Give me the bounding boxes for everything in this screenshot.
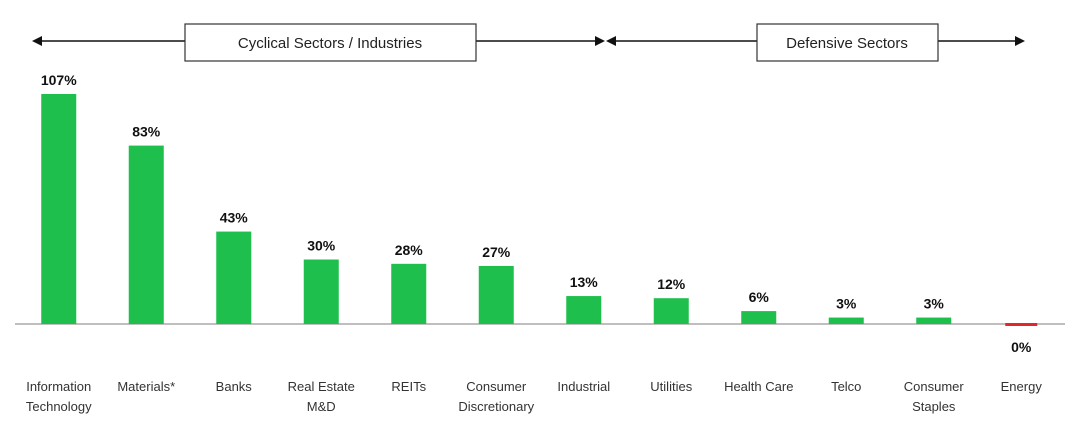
value-label-banks: 43% bbox=[220, 210, 249, 226]
value-label-information-technology: 107% bbox=[41, 72, 77, 88]
value-labels: 107% 83% 43% 30% 28% 27% 13% 12% 6% 3% 3% 0% bbox=[41, 72, 1032, 355]
value-label-health-care: 6% bbox=[749, 289, 770, 305]
bar-health-care bbox=[741, 311, 777, 324]
bar-utilities bbox=[653, 298, 689, 324]
bar-real-estate-m-d bbox=[303, 259, 339, 324]
category-label-materials: Materials* bbox=[117, 379, 175, 394]
cyclical-label-box bbox=[184, 23, 477, 62]
bar-banks bbox=[216, 231, 252, 324]
bar-information-technology bbox=[41, 94, 77, 324]
bar-telco bbox=[828, 317, 864, 324]
value-label-industrial: 13% bbox=[570, 274, 599, 290]
bar-reits bbox=[391, 263, 427, 324]
bar-industrial bbox=[566, 296, 602, 324]
bar-energy bbox=[1005, 323, 1038, 326]
category-label-utilities: Utilities bbox=[650, 379, 692, 394]
category-label-telco: Telco bbox=[831, 379, 861, 394]
category-label-consumer-staples: Consumer Staples bbox=[904, 379, 965, 414]
defensive-arrow-head-left bbox=[606, 36, 616, 46]
cyclical-arrow-head-left bbox=[32, 36, 42, 46]
defensive-bracket: Defensive Sectors bbox=[606, 23, 1025, 62]
category-label-energy: Energy bbox=[1001, 379, 1043, 394]
value-label-telco: 3% bbox=[836, 296, 857, 312]
category-labels: Information Technology Materials* Banks Real… bbox=[26, 379, 1042, 414]
defensive-arrow-head-right bbox=[1015, 36, 1025, 46]
category-label-consumer-discretionary: Consumer Discretionary bbox=[458, 379, 534, 414]
category-label-real-estate-m-d: Real Estate M&D bbox=[288, 379, 355, 414]
cyclical-bracket: Cyclical Sectors / Industries bbox=[32, 23, 605, 62]
defensive-label: Defensive Sectors bbox=[786, 35, 908, 52]
cyclical-arrow-head-right bbox=[595, 36, 605, 46]
value-label-energy: 0% bbox=[1011, 339, 1032, 355]
category-label-reits: REITs bbox=[391, 379, 426, 394]
value-label-real-estate-m-d: 30% bbox=[307, 238, 336, 254]
category-label-health-care: Health Care bbox=[724, 379, 793, 394]
value-label-consumer-discretionary: 27% bbox=[482, 244, 511, 260]
bar-consumer-discretionary bbox=[478, 265, 514, 324]
bar-materials bbox=[128, 145, 164, 324]
defensive-label-box bbox=[756, 23, 939, 62]
category-label-information-technology: Information Technology bbox=[26, 379, 92, 414]
value-label-utilities: 12% bbox=[657, 276, 686, 292]
bar-series bbox=[41, 94, 1038, 326]
cyclical-label: Cyclical Sectors / Industries bbox=[238, 35, 422, 52]
value-label-materials: 83% bbox=[132, 124, 161, 140]
bar-consumer-staples bbox=[916, 317, 952, 324]
category-label-industrial: Industrial bbox=[557, 379, 610, 394]
value-label-consumer-staples: 3% bbox=[924, 296, 945, 312]
value-label-reits: 28% bbox=[395, 242, 424, 258]
category-label-banks: Banks bbox=[216, 379, 253, 394]
